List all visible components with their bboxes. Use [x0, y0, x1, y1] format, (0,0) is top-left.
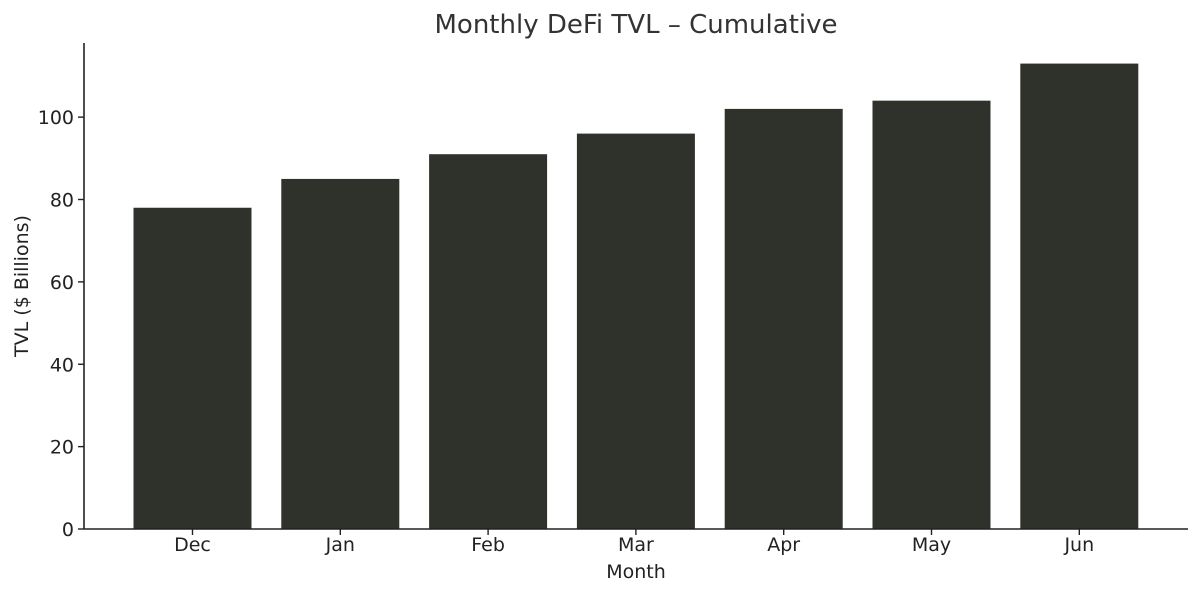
- y-tick-label: 80: [50, 190, 74, 212]
- y-tick-label: 0: [62, 519, 74, 541]
- y-tick-label: 100: [38, 107, 74, 129]
- y-tick-label: 40: [50, 354, 74, 376]
- x-tick-label-jan: Jan: [325, 534, 355, 556]
- bar-apr: [724, 108, 843, 529]
- x-ticks: Dec Jan Feb Mar Apr May Jun: [174, 529, 1094, 556]
- bar-mar: [576, 133, 695, 529]
- bar-jun: [1020, 63, 1139, 529]
- x-tick-label-feb: Feb: [471, 534, 505, 556]
- x-axis-label: Month: [606, 561, 666, 583]
- x-tick-label-mar: Mar: [618, 534, 654, 556]
- x-tick-label-may: May: [912, 534, 951, 556]
- bar-dec: [133, 207, 252, 529]
- bar-may: [872, 100, 991, 530]
- y-tick-label: 60: [50, 272, 74, 294]
- bar-feb: [429, 154, 548, 530]
- bars-layer: [133, 63, 1139, 530]
- x-tick-label-dec: Dec: [174, 534, 211, 556]
- x-tick-label-apr: Apr: [767, 534, 800, 556]
- bar-jan: [281, 178, 400, 529]
- y-ticks: 0 20 40 60 80 100: [38, 107, 84, 541]
- y-tick-label: 20: [50, 437, 74, 459]
- y-axis-label: TVL ($ Billions): [11, 215, 33, 358]
- chart-title: Monthly DeFi TVL – Cumulative: [434, 10, 837, 40]
- x-tick-label-jun: Jun: [1063, 534, 1094, 556]
